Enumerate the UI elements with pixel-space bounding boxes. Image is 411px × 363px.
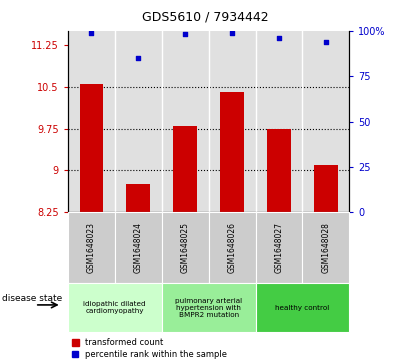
Bar (267, 129, 291, 212)
Bar (127, 184, 150, 212)
Point (229, 30, 236, 36)
Bar (220, 92, 244, 212)
Text: GSM1648027: GSM1648027 (275, 222, 284, 273)
Text: GSM1648024: GSM1648024 (134, 222, 143, 273)
Text: pulmonary arterial
hypertension with
BMPR2 mutation: pulmonary arterial hypertension with BMP… (175, 298, 242, 318)
Text: GDS5610 / 7934442: GDS5610 / 7934442 (142, 11, 269, 24)
Point (276, 35, 282, 41)
Text: disease state: disease state (2, 294, 62, 303)
Point (135, 55, 141, 61)
Text: GSM1648026: GSM1648026 (228, 222, 237, 273)
Text: healthy control: healthy control (275, 305, 330, 311)
Point (182, 32, 188, 37)
Bar (173, 126, 197, 212)
Text: idiopathic dilated
cardiomyopathy: idiopathic dilated cardiomyopathy (83, 301, 146, 314)
Bar (80, 84, 103, 212)
Text: GSM1648028: GSM1648028 (321, 222, 330, 273)
Text: GSM1648023: GSM1648023 (87, 222, 96, 273)
Legend: transformed count, percentile rank within the sample: transformed count, percentile rank withi… (72, 338, 227, 359)
Point (323, 39, 329, 45)
Text: GSM1648025: GSM1648025 (180, 222, 189, 273)
Point (88, 30, 95, 36)
Bar (314, 165, 337, 212)
